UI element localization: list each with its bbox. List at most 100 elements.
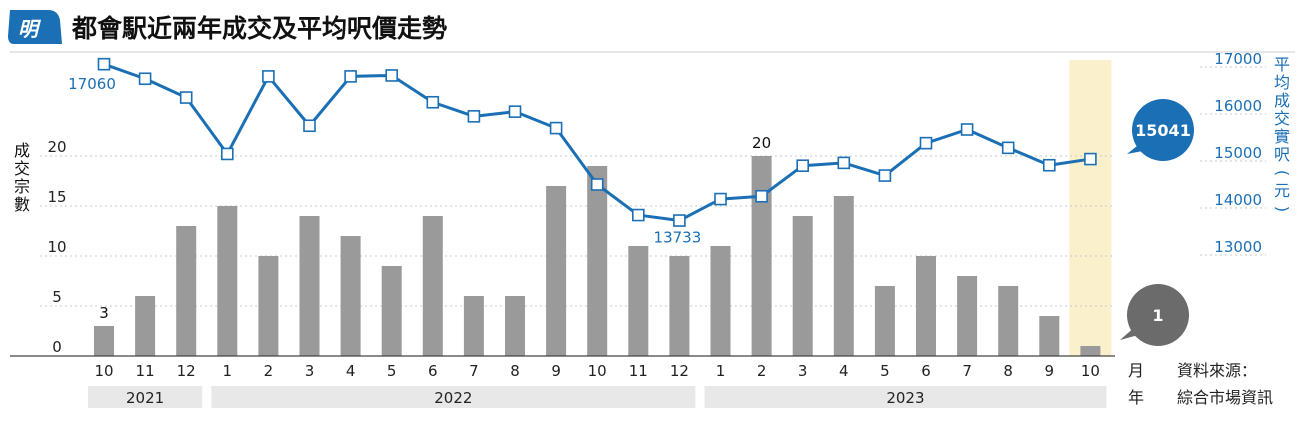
bar bbox=[998, 286, 1019, 356]
right-axis-title-char: 均 bbox=[1274, 73, 1290, 92]
year-band bbox=[704, 386, 1107, 408]
price-point bbox=[97, 57, 111, 71]
x-tick-label: 8 bbox=[510, 362, 520, 380]
count-callout-bubble bbox=[1127, 284, 1189, 346]
x-tick-label: 12 bbox=[177, 362, 196, 380]
price-point bbox=[179, 91, 193, 104]
price-point bbox=[138, 72, 152, 86]
left-axis-title-char: 成 bbox=[14, 141, 30, 160]
right-tick-label: 16000 bbox=[1214, 97, 1262, 115]
bar bbox=[669, 256, 690, 356]
year-band bbox=[88, 386, 203, 408]
right-tick-label: 14000 bbox=[1214, 191, 1262, 209]
bar bbox=[299, 216, 320, 356]
year-band-label: 2021 bbox=[126, 389, 164, 407]
x-tick-label: 9 bbox=[1045, 362, 1055, 380]
bar bbox=[628, 246, 649, 356]
left-gridlines bbox=[40, 155, 1115, 307]
year-band bbox=[211, 386, 696, 408]
x-tick-label: 1 bbox=[223, 362, 233, 380]
left-tick-label: 20 bbox=[47, 138, 66, 156]
bar bbox=[833, 196, 854, 356]
x-tick-label: 3 bbox=[305, 362, 315, 380]
x-tick-label: 4 bbox=[346, 362, 356, 380]
bar bbox=[546, 186, 567, 356]
right-tick-label: 13000 bbox=[1214, 238, 1262, 256]
right-axis-title-char: ( bbox=[1273, 170, 1292, 176]
left-tick-label: 0 bbox=[52, 338, 62, 356]
right-axis-title-char: 成 bbox=[1274, 91, 1290, 110]
bar bbox=[587, 166, 608, 356]
source-label: 資料來源： bbox=[1177, 361, 1257, 380]
price-point bbox=[1084, 152, 1097, 166]
left-tick-label: 5 bbox=[52, 288, 62, 306]
left-axis-title-char: 數 bbox=[14, 195, 30, 214]
price-point bbox=[919, 136, 933, 150]
price-point bbox=[714, 192, 727, 206]
x-tick-label: 7 bbox=[469, 362, 479, 380]
left-axis-title-char: 交 bbox=[14, 159, 30, 178]
price-point bbox=[303, 119, 316, 133]
x-tick-label: 1 bbox=[716, 362, 726, 380]
x-tick-label: 6 bbox=[921, 362, 931, 380]
bar bbox=[505, 296, 525, 356]
x-tick-label: 11 bbox=[136, 362, 155, 380]
line-min-value-label: 13733 bbox=[654, 229, 702, 247]
price-point bbox=[467, 110, 481, 123]
source-text: 綜合市場資訊 bbox=[1177, 388, 1273, 407]
bar bbox=[340, 236, 361, 356]
right-tick-label: 17000 bbox=[1214, 50, 1262, 68]
x-tick-label: 6 bbox=[428, 362, 438, 380]
bar bbox=[751, 156, 772, 356]
price-point bbox=[508, 105, 522, 118]
x-tick-label: 10 bbox=[1081, 362, 1100, 380]
price-point bbox=[590, 178, 604, 191]
price-point bbox=[878, 169, 892, 182]
price-point bbox=[1043, 158, 1056, 172]
price-markers bbox=[97, 57, 1097, 227]
right-axis-title-char: ) bbox=[1273, 206, 1292, 212]
x-tick-label: 2 bbox=[264, 362, 274, 380]
x-tick-label: 2 bbox=[757, 362, 767, 380]
price-point bbox=[1001, 141, 1015, 155]
bar bbox=[217, 206, 238, 356]
bar bbox=[422, 216, 443, 356]
x-tick-label: 10 bbox=[588, 362, 607, 380]
left-tick-label: 15 bbox=[47, 188, 66, 206]
bar bbox=[874, 286, 895, 356]
right-axis-ticks: 13000 14000 15000 16000 17000 bbox=[1214, 50, 1262, 256]
price-point bbox=[262, 70, 275, 83]
year-band-label: 2022 bbox=[434, 389, 472, 407]
bar bbox=[258, 256, 279, 356]
bar-first-value-label: 3 bbox=[99, 304, 109, 322]
right-axis-title-char: 實 bbox=[1274, 127, 1290, 146]
bar bbox=[1039, 316, 1060, 356]
bar-peak-value-label: 20 bbox=[752, 134, 771, 152]
right-axis-title-char: 平 bbox=[1274, 55, 1290, 74]
x-tick-label: 5 bbox=[387, 362, 397, 380]
bar bbox=[381, 266, 402, 356]
month-unit-label: 月 bbox=[1128, 361, 1144, 380]
right-axis-title-char: 呎 bbox=[1274, 145, 1290, 164]
bar bbox=[1080, 346, 1101, 356]
left-tick-label: 10 bbox=[47, 238, 66, 256]
price-point bbox=[344, 70, 357, 83]
x-tick-label: 8 bbox=[1003, 362, 1013, 380]
latest-price-callout: 15041 bbox=[1127, 99, 1194, 161]
price-point bbox=[385, 69, 399, 82]
x-tick-label: 9 bbox=[551, 362, 561, 380]
price-point bbox=[673, 214, 686, 227]
x-tick-label: 12 bbox=[670, 362, 689, 380]
x-tick-label: 4 bbox=[839, 362, 849, 380]
chart-title: 都會駅近兩年成交及平均呎價走勢 bbox=[71, 14, 447, 43]
bar bbox=[94, 326, 114, 356]
right-axis-title-char: 元 bbox=[1274, 181, 1290, 200]
price-point bbox=[221, 147, 234, 161]
bar bbox=[463, 296, 484, 356]
line-first-value-label: 17060 bbox=[68, 75, 116, 93]
price-point bbox=[960, 123, 974, 136]
